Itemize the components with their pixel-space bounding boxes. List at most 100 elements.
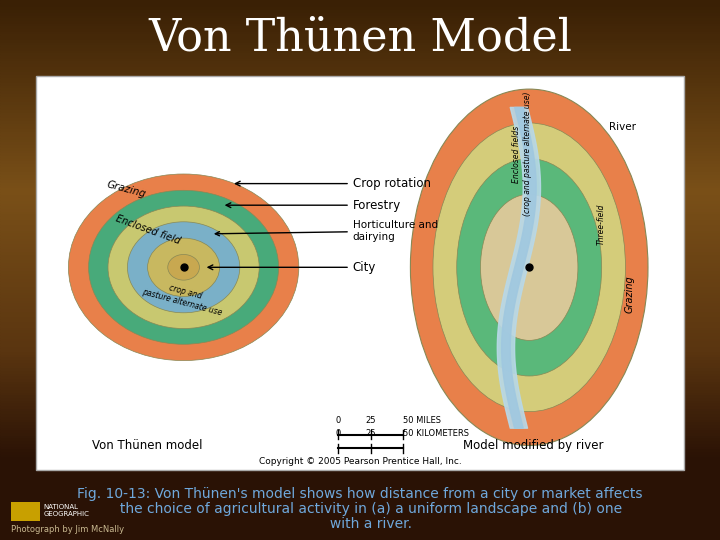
Bar (0, 281, 720, 284)
Bar (0, 108, 720, 111)
Bar (0, 178, 720, 181)
Text: Copyright © 2005 Pearson Prentice Hall, Inc.: Copyright © 2005 Pearson Prentice Hall, … (258, 457, 462, 466)
Text: Horticulture and
dairying: Horticulture and dairying (215, 220, 438, 242)
Bar (0, 500, 720, 502)
Bar (0, 524, 720, 526)
Ellipse shape (68, 174, 299, 361)
Bar (0, 122, 720, 124)
Bar (0, 381, 720, 383)
Text: Von Thünen model: Von Thünen model (92, 439, 203, 452)
Bar (0, 526, 720, 529)
Bar (0, 408, 720, 410)
Bar (0, 100, 720, 103)
Bar (0, 181, 720, 184)
Bar (0, 84, 720, 86)
Bar (0, 284, 720, 286)
Bar (0, 159, 720, 162)
Bar (0, 529, 720, 532)
Bar (0, 57, 720, 59)
Bar (0, 89, 720, 92)
Bar (0, 224, 720, 227)
Bar (11, 502, 40, 521)
Text: Photograph by Jim McNally: Photograph by Jim McNally (11, 525, 124, 534)
Bar (0, 154, 720, 157)
Bar (0, 192, 720, 194)
Bar (0, 73, 720, 76)
Text: 50 KILOMETERS: 50 KILOMETERS (403, 429, 469, 438)
FancyBboxPatch shape (36, 76, 684, 470)
Bar (0, 367, 720, 370)
Bar (0, 273, 720, 275)
Bar (0, 197, 720, 200)
Bar (0, 227, 720, 229)
Bar (0, 302, 720, 305)
Bar (0, 278, 720, 281)
Bar (0, 292, 720, 294)
Bar (0, 446, 720, 448)
Bar (0, 132, 720, 135)
Bar (0, 394, 720, 397)
Bar (0, 351, 720, 354)
Bar (0, 338, 720, 340)
Bar (0, 173, 720, 176)
Bar (0, 481, 720, 483)
Bar (0, 467, 720, 470)
Bar (0, 478, 720, 481)
Bar (0, 491, 720, 494)
Bar (0, 389, 720, 392)
Text: 0: 0 (336, 429, 341, 438)
Bar (0, 76, 720, 78)
Bar (0, 49, 720, 51)
Bar (0, 297, 720, 300)
Bar (0, 313, 720, 316)
Bar (0, 248, 720, 251)
Bar (0, 116, 720, 119)
Text: Three-field: Three-field (597, 204, 606, 245)
Bar (0, 305, 720, 308)
Text: Grazing: Grazing (625, 275, 635, 313)
Ellipse shape (480, 194, 578, 340)
Bar (0, 400, 720, 402)
Bar (0, 246, 720, 248)
Bar (0, 30, 720, 32)
Bar (0, 232, 720, 235)
Bar (0, 221, 720, 224)
Bar (0, 410, 720, 413)
Bar (0, 184, 720, 186)
Bar (0, 392, 720, 394)
Text: the choice of agricultural activity in (a) a uniform landscape and (b) one: the choice of agricultural activity in (… (98, 502, 622, 516)
Bar (0, 3, 720, 5)
Bar (0, 22, 720, 24)
Bar (0, 332, 720, 335)
Bar (0, 94, 720, 97)
Ellipse shape (148, 238, 220, 296)
Bar (0, 43, 720, 46)
Bar (0, 194, 720, 197)
Bar (0, 535, 720, 537)
Bar (0, 135, 720, 138)
Bar (0, 494, 720, 497)
Bar (0, 416, 720, 418)
Bar (0, 437, 720, 440)
Bar (0, 300, 720, 302)
Bar (0, 308, 720, 310)
Bar (0, 97, 720, 100)
Bar (0, 140, 720, 143)
Text: Enclosed fields
(crop and pasture alternate use): Enclosed fields (crop and pasture altern… (513, 92, 531, 216)
Bar (0, 165, 720, 167)
Bar (0, 235, 720, 238)
Bar (0, 510, 720, 513)
Bar (0, 386, 720, 389)
Bar (0, 405, 720, 408)
Bar (0, 413, 720, 416)
Bar (0, 286, 720, 289)
Bar (0, 321, 720, 324)
Bar (0, 256, 720, 259)
Bar (0, 111, 720, 113)
Bar (0, 294, 720, 297)
Bar (0, 40, 720, 43)
Bar (0, 373, 720, 375)
Ellipse shape (108, 206, 259, 328)
Bar (0, 505, 720, 508)
Bar (0, 205, 720, 208)
